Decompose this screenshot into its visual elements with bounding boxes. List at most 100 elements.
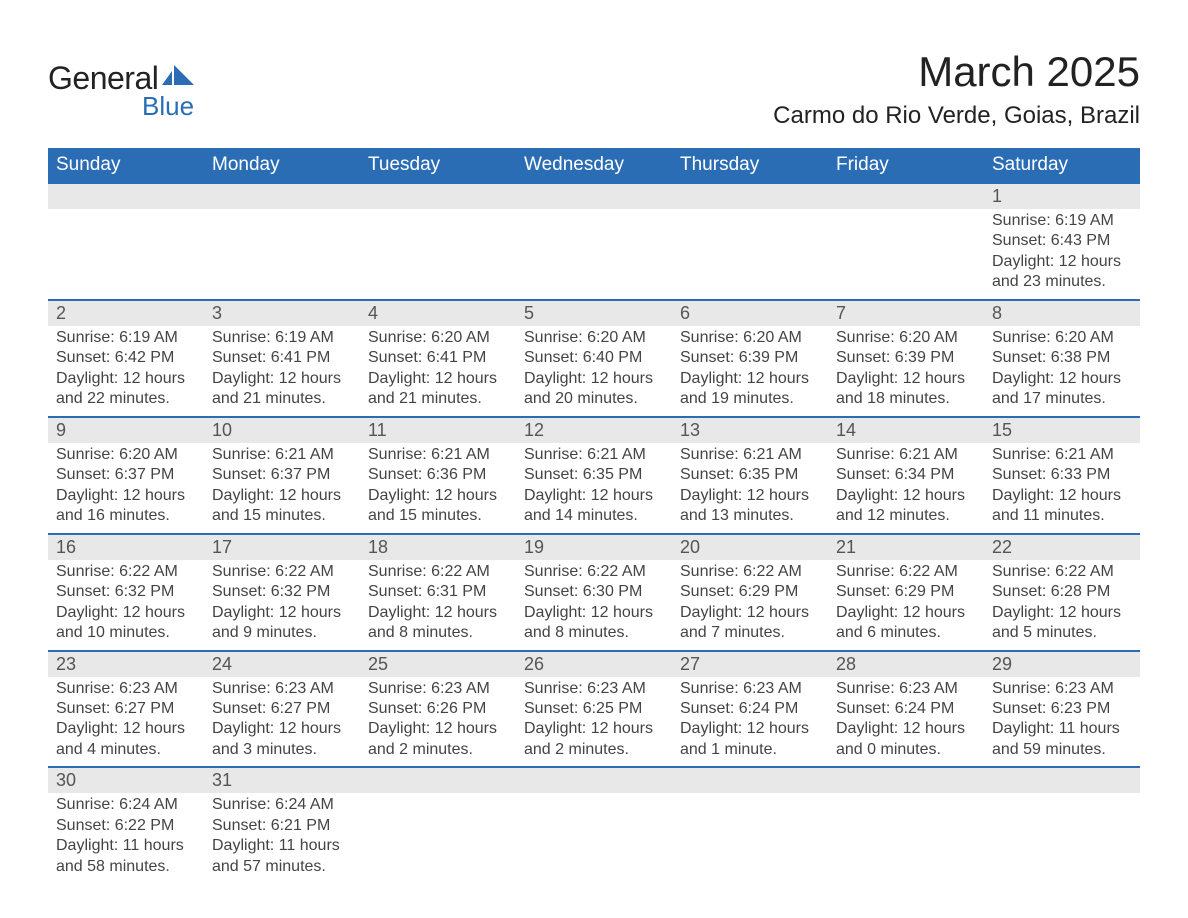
sunrise-text: Sunrise: 6:24 AM — [212, 795, 352, 815]
day-number-cell: 31 — [204, 767, 360, 793]
day-number: 5 — [524, 303, 534, 323]
detail-row: Sunrise: 6:20 AMSunset: 6:37 PMDaylight:… — [48, 443, 1140, 534]
sunrise-text: Sunrise: 6:23 AM — [836, 679, 976, 699]
sunrise-text: Sunrise: 6:20 AM — [680, 328, 820, 348]
day-number-cell: 18 — [360, 534, 516, 560]
day-detail-cell: Sunrise: 6:20 AMSunset: 6:39 PMDaylight:… — [828, 326, 984, 417]
sunrise-text: Sunrise: 6:20 AM — [56, 445, 196, 465]
daylight-text-1: Daylight: 12 hours — [56, 486, 196, 506]
daylight-text-1: Daylight: 12 hours — [836, 369, 976, 389]
day-number: 30 — [56, 770, 76, 790]
sunrise-text: Sunrise: 6:20 AM — [368, 328, 508, 348]
daynum-row: 23242526272829 — [48, 651, 1140, 677]
day-number: 21 — [836, 537, 856, 557]
day-number-cell: 10 — [204, 417, 360, 443]
day-number-cell: 20 — [672, 534, 828, 560]
sunset-text: Sunset: 6:26 PM — [368, 699, 508, 719]
day-number-cell: 26 — [516, 651, 672, 677]
sunset-text: Sunset: 6:39 PM — [680, 348, 820, 368]
daylight-text-1: Daylight: 12 hours — [524, 486, 664, 506]
day-detail-cell: Sunrise: 6:20 AMSunset: 6:37 PMDaylight:… — [48, 443, 204, 534]
sunrise-text: Sunrise: 6:23 AM — [56, 679, 196, 699]
daylight-text-2: and 20 minutes. — [524, 389, 664, 409]
daylight-text-1: Daylight: 11 hours — [56, 836, 196, 856]
sunset-text: Sunset: 6:22 PM — [56, 816, 196, 836]
weekday-header: Friday — [828, 148, 984, 183]
sunrise-text: Sunrise: 6:21 AM — [836, 445, 976, 465]
sunset-text: Sunset: 6:23 PM — [992, 699, 1132, 719]
weekday-header: Tuesday — [360, 148, 516, 183]
day-detail-cell: Sunrise: 6:23 AMSunset: 6:26 PMDaylight:… — [360, 677, 516, 768]
day-number: 18 — [368, 537, 388, 557]
weekday-header: Sunday — [48, 148, 204, 183]
daylight-text-2: and 3 minutes. — [212, 740, 352, 760]
detail-row: Sunrise: 6:24 AM Sunset: 6:22 PMDaylight:… — [48, 793, 1140, 883]
daylight-text-2: and 58 minutes. — [56, 857, 196, 877]
logo-text-blue: Blue — [142, 91, 196, 122]
day-number-cell: 8 — [984, 300, 1140, 326]
day-detail-cell: Sunrise: 6:23 AMSunset: 6:24 PMDaylight:… — [828, 677, 984, 768]
day-detail-cell: Sunrise: 6:24 AMSunset: 6:21 PMDaylight:… — [204, 793, 360, 883]
daynum-row: 30 31 — [48, 767, 1140, 793]
day-detail-cell: Sunrise: 6:22 AMSunset: 6:29 PMDaylight:… — [828, 560, 984, 651]
day-number: 3 — [212, 303, 222, 323]
detail-row: Sunrise: 6:19 AMSunset: 6:43 PMDaylight:… — [48, 209, 1140, 300]
day-detail-cell: Sunrise: 6:20 AMSunset: 6:40 PMDaylight:… — [516, 326, 672, 417]
sunset-text: Sunset: 6:30 PM — [524, 582, 664, 602]
daylight-text-1: Daylight: 12 hours — [56, 369, 196, 389]
day-detail-cell: Sunrise: 6:21 AMSunset: 6:37 PMDaylight:… — [204, 443, 360, 534]
sunset-text: Sunset: 6:25 PM — [524, 699, 664, 719]
day-number: 2 — [56, 303, 66, 323]
sunset-text: Sunset: 6:35 PM — [680, 465, 820, 485]
sunset-text: Sunset: 6:38 PM — [992, 348, 1132, 368]
day-detail-cell: Sunrise: 6:23 AMSunset: 6:27 PMDaylight:… — [204, 677, 360, 768]
day-detail-cell: Sunrise: 6:23 AMSunset: 6:25 PMDaylight:… — [516, 677, 672, 768]
daylight-text-1: Daylight: 12 hours — [212, 719, 352, 739]
daylight-text-2: and 57 minutes. — [212, 857, 352, 877]
sunset-text: Sunset: 6:27 PM — [212, 699, 352, 719]
day-detail-cell — [984, 793, 1140, 883]
day-detail-cell: Sunrise: 6:20 AMSunset: 6:38 PMDaylight:… — [984, 326, 1140, 417]
sunset-text: Sunset: 6:41 PM — [212, 348, 352, 368]
daylight-text-1: Daylight: 12 hours — [836, 486, 976, 506]
daylight-text-2: and 12 minutes. — [836, 506, 976, 526]
day-detail-cell: Sunrise: 6:22 AMSunset: 6:32 PMDaylight:… — [48, 560, 204, 651]
day-number-cell — [204, 183, 360, 209]
day-number: 6 — [680, 303, 690, 323]
day-number-cell: 6 — [672, 300, 828, 326]
day-number-cell — [672, 767, 828, 793]
day-number: 14 — [836, 420, 856, 440]
day-number: 15 — [992, 420, 1012, 440]
day-detail-cell: Sunrise: 6:22 AMSunset: 6:30 PMDaylight:… — [516, 560, 672, 651]
day-number: 25 — [368, 654, 388, 674]
sunrise-text: Sunrise: 6:20 AM — [836, 328, 976, 348]
day-number-cell: 21 — [828, 534, 984, 560]
day-number-cell: 13 — [672, 417, 828, 443]
daylight-text-2: and 8 minutes. — [368, 623, 508, 643]
daylight-text-2: and 14 minutes. — [524, 506, 664, 526]
weekday-header: Thursday — [672, 148, 828, 183]
sunset-text: Sunset: 6:32 PM — [212, 582, 352, 602]
day-number-cell: 1 — [984, 183, 1140, 209]
day-detail-cell — [204, 209, 360, 300]
day-number: 20 — [680, 537, 700, 557]
detail-row: Sunrise: 6:23 AMSunset: 6:27 PMDaylight:… — [48, 677, 1140, 768]
daylight-text-2: and 21 minutes. — [212, 389, 352, 409]
daylight-text-2: and 23 minutes. — [992, 272, 1132, 292]
sunset-text: Sunset: 6:29 PM — [680, 582, 820, 602]
day-detail-cell — [516, 209, 672, 300]
daylight-text-1: Daylight: 12 hours — [836, 719, 976, 739]
day-number-cell: 7 — [828, 300, 984, 326]
sunrise-text: Sunrise: 6:21 AM — [212, 445, 352, 465]
day-number-cell — [828, 183, 984, 209]
sunrise-text: Sunrise: 6:22 AM — [368, 562, 508, 582]
day-detail-cell — [672, 793, 828, 883]
day-detail-cell — [828, 793, 984, 883]
sunset-text: Sunset: 6:27 PM — [56, 699, 196, 719]
sunset-text: Sunset: 6:36 PM — [368, 465, 508, 485]
sunset-text: Sunset: 6:35 PM — [524, 465, 664, 485]
daylight-text-1: Daylight: 12 hours — [524, 603, 664, 623]
day-number-cell: 30 — [48, 767, 204, 793]
daylight-text-2: and 2 minutes. — [368, 740, 508, 760]
day-detail-cell: Sunrise: 6:24 AMSunset: 6:22 PMDaylight:… — [48, 793, 204, 883]
